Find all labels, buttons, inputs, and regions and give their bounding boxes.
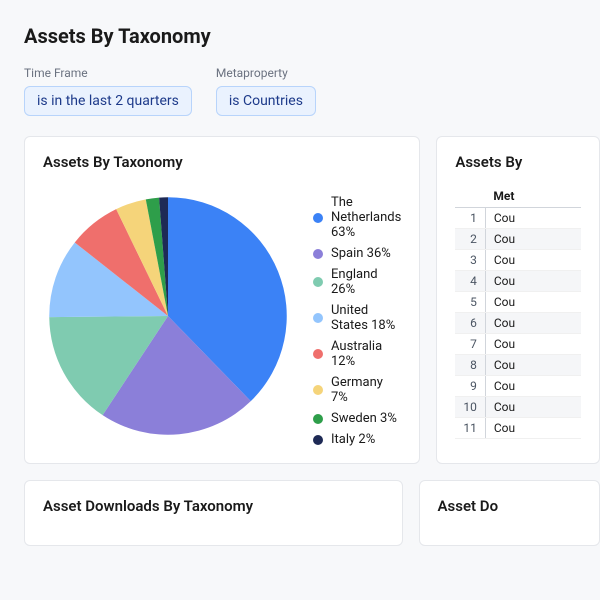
table-row[interactable]: 8Cou	[455, 355, 581, 376]
card-downloads: Asset Downloads By Taxonomy	[24, 480, 403, 546]
legend-dot-icon	[313, 313, 323, 323]
row-index: 10	[455, 397, 485, 418]
card-title-downloads: Asset Downloads By Taxonomy	[43, 497, 384, 515]
row-index: 9	[455, 376, 485, 397]
legend-label: Italy 2%	[331, 432, 375, 447]
legend-label: Spain 36%	[331, 246, 391, 261]
legend-item: Spain 36%	[313, 246, 401, 261]
row-value: Cou	[485, 334, 581, 355]
row-value: Cou	[485, 313, 581, 334]
legend-dot-icon	[313, 277, 323, 287]
table-row[interactable]: 10Cou	[455, 397, 581, 418]
row-index: 2	[455, 229, 485, 250]
table-row[interactable]: 2Cou	[455, 229, 581, 250]
filter-label-metaproperty: Metaproperty	[216, 66, 316, 80]
row-value: Cou	[485, 418, 581, 439]
legend-dot-icon	[313, 213, 323, 223]
card-pie: Assets By Taxonomy The Netherlands 63% Sp…	[24, 136, 420, 464]
table-row[interactable]: 9Cou	[455, 376, 581, 397]
legend-dot-icon	[313, 349, 323, 359]
legend-dot-icon	[313, 414, 323, 424]
table-row[interactable]: 3Cou	[455, 250, 581, 271]
legend-label: Australia 12%	[331, 339, 401, 369]
legend-item: United States 18%	[313, 303, 401, 333]
row-value: Cou	[485, 250, 581, 271]
filter-chip-time-frame[interactable]: is in the last 2 quarters	[24, 86, 192, 116]
table-row[interactable]: 11Cou	[455, 418, 581, 439]
taxonomy-table: Met 1Cou2Cou3Cou4Cou5Cou6Cou7Cou8Cou9Cou…	[455, 185, 581, 439]
filter-chip-metaproperty[interactable]: is Countries	[216, 86, 316, 116]
row-value: Cou	[485, 355, 581, 376]
row-index: 4	[455, 271, 485, 292]
card-title-table: Assets By	[455, 153, 581, 171]
table-row[interactable]: 4Cou	[455, 271, 581, 292]
row-value: Cou	[485, 397, 581, 418]
legend-label: England 26%	[331, 267, 401, 297]
table-header-meta: Met	[485, 185, 581, 208]
legend-label: Germany 7%	[331, 375, 401, 405]
legend-dot-icon	[313, 249, 323, 259]
filter-label-time-frame: Time Frame	[24, 66, 192, 80]
row-index: 7	[455, 334, 485, 355]
row-value: Cou	[485, 271, 581, 292]
pie-legend: The Netherlands 63% Spain 36% England 26% U…	[313, 185, 401, 447]
legend-label: The Netherlands 63%	[331, 195, 401, 240]
row-index: 8	[455, 355, 485, 376]
filter-metaproperty: Metaproperty is Countries	[216, 66, 316, 116]
page-title: Assets By Taxonomy	[24, 24, 600, 48]
legend-item: Sweden 3%	[313, 411, 401, 426]
row-index: 11	[455, 418, 485, 439]
row-index: 6	[455, 313, 485, 334]
table-row[interactable]: 7Cou	[455, 334, 581, 355]
legend-item: The Netherlands 63%	[313, 195, 401, 240]
table-row[interactable]: 1Cou	[455, 208, 581, 229]
legend-label: Sweden 3%	[331, 411, 397, 426]
legend-item: Australia 12%	[313, 339, 401, 369]
card-table: Assets By Met 1Cou2Cou3Cou4Cou5Cou6Cou7C…	[436, 136, 600, 464]
pie-chart	[43, 191, 293, 441]
legend-label: United States 18%	[331, 303, 401, 333]
table-row[interactable]: 5Cou	[455, 292, 581, 313]
legend-dot-icon	[313, 435, 323, 445]
card-title-downloads-2: Asset Do	[438, 497, 581, 515]
row-index: 5	[455, 292, 485, 313]
row-value: Cou	[485, 208, 581, 229]
legend-dot-icon	[313, 385, 323, 395]
row-value: Cou	[485, 292, 581, 313]
row-index: 1	[455, 208, 485, 229]
legend-item: England 26%	[313, 267, 401, 297]
legend-item: Germany 7%	[313, 375, 401, 405]
row-index: 3	[455, 250, 485, 271]
card-downloads-2: Asset Do	[419, 480, 600, 546]
table-row[interactable]: 6Cou	[455, 313, 581, 334]
filters-bar: Time Frame is in the last 2 quarters Met…	[24, 66, 600, 116]
row-value: Cou	[485, 229, 581, 250]
row-value: Cou	[485, 376, 581, 397]
card-title-pie: Assets By Taxonomy	[43, 153, 401, 171]
legend-item: Italy 2%	[313, 432, 401, 447]
filter-time-frame: Time Frame is in the last 2 quarters	[24, 66, 192, 116]
